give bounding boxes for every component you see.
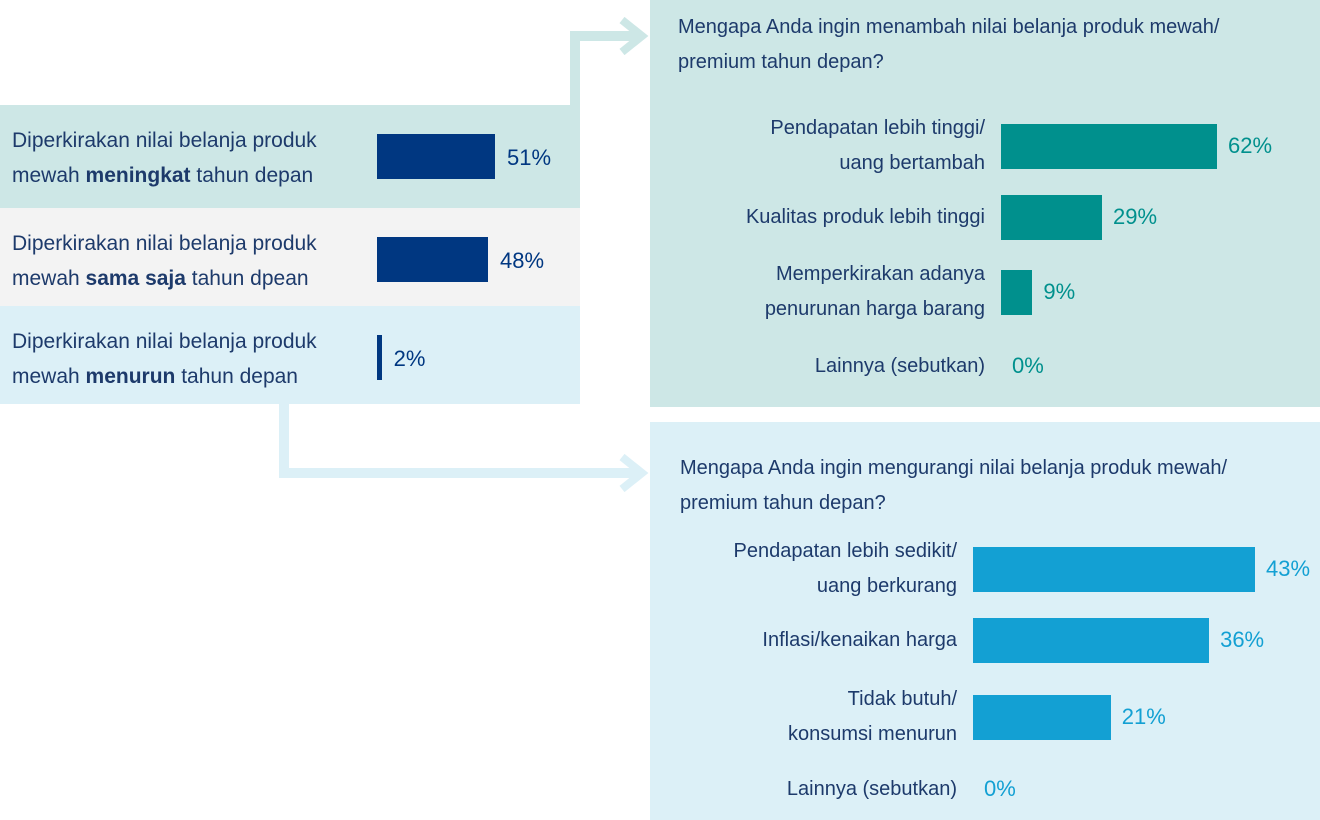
reason-label: Inflasi/kenaikan harga bbox=[762, 623, 957, 658]
reason-label-line: Inflasi/kenaikan harga bbox=[762, 628, 957, 651]
arrow-up-connector bbox=[570, 31, 640, 106]
summary-label-line-1: Diperkirakan nilai belanja produk bbox=[12, 232, 317, 255]
summary-row-label: Diperkirakan nilai belanja produk mewah s… bbox=[12, 226, 372, 296]
summary-row: Diperkirakan nilai belanja produk mewah m… bbox=[0, 105, 580, 208]
reason-label-line: Pendapatan lebih sedikit/ bbox=[733, 540, 958, 562]
summary-bar bbox=[377, 134, 495, 179]
reason-label: Pendapatan lebih tinggi/uang bertambah bbox=[770, 111, 985, 181]
reason-label-line: Lainnya (sebutkan) bbox=[814, 354, 985, 377]
reason-value-label: 0% bbox=[1012, 353, 1044, 378]
reason-label-line: uang berkurang bbox=[816, 575, 957, 597]
summary-value-label: 48% bbox=[500, 248, 545, 273]
reason-bar bbox=[1001, 270, 1033, 315]
increase-reasons-panel: Mengapa Anda ingin menambah nilai belanj… bbox=[650, 0, 1320, 407]
summary-label-emphasis: menurun bbox=[85, 365, 176, 388]
summary-row-label: Diperkirakan nilai belanja produk mewah m… bbox=[12, 324, 372, 394]
summary-label-line-1: Diperkirakan nilai belanja produk bbox=[12, 129, 317, 152]
reason-label-line: Pendapatan lebih tinggi/ bbox=[770, 117, 985, 139]
reason-label-line: uang bertambah bbox=[839, 152, 985, 174]
reason-value-label: 21% bbox=[1121, 704, 1166, 729]
summary-label-prefix: mewah bbox=[12, 267, 86, 290]
reason-label: Lainnya (sebutkan) bbox=[787, 772, 957, 807]
reason-label: Pendapatan lebih sedikit/uang berkurang bbox=[734, 534, 958, 604]
summary-value-label: 51% bbox=[507, 145, 552, 170]
summary-value-label: 2% bbox=[393, 346, 426, 371]
summary-label-line-2: mewah sama saja tahun dpean bbox=[12, 261, 372, 296]
reason-label-line: konsumsi menurun bbox=[788, 723, 957, 745]
arrow-down-head bbox=[619, 453, 649, 493]
reason-value-label: 29% bbox=[1113, 204, 1158, 229]
summary-label-suffix: tahun depan bbox=[190, 164, 314, 187]
summary-row: Diperkirakan nilai belanja produk mewah s… bbox=[0, 208, 580, 306]
reason-bar bbox=[973, 547, 1255, 592]
reason-value-label: 0% bbox=[984, 776, 1016, 801]
reason-value-label: 9% bbox=[1043, 279, 1076, 304]
decrease-title-line-1: Mengapa Anda ingin mengurangi nilai bela… bbox=[680, 457, 1228, 479]
reason-bar bbox=[1001, 124, 1217, 169]
increase-title-line-2: premium tahun depan? bbox=[678, 51, 884, 73]
reason-label-line: Tidak butuh/ bbox=[847, 688, 957, 710]
reason-label: Memperkirakan adanya penurunan harga bara… bbox=[765, 257, 985, 327]
summary-bar bbox=[377, 237, 489, 282]
reason-label-line: Memperkirakan adanya bbox=[776, 263, 985, 285]
summary-label-emphasis: sama saja bbox=[85, 267, 186, 290]
reason-value-label: 43% bbox=[1266, 556, 1311, 581]
reason-bar bbox=[1001, 195, 1103, 240]
reason-label-line: penurunan harga barang bbox=[764, 298, 985, 320]
arrow-up-head bbox=[619, 16, 649, 56]
summary-label-suffix: tahun dpean bbox=[185, 267, 309, 290]
summary-label-prefix: mewah bbox=[12, 365, 86, 388]
reason-label: Tidak butuh/konsumsi menurun bbox=[788, 682, 957, 752]
summary-label-suffix: tahun depan bbox=[175, 365, 298, 388]
increase-panel-title: Mengapa Anda ingin menambah nilai belanj… bbox=[678, 10, 1219, 80]
summary-label-prefix: mewah bbox=[12, 164, 86, 187]
summary-label-line-2: mewah meningkat tahun depan bbox=[12, 158, 372, 193]
reason-label: Kualitas produk lebih tinggi bbox=[746, 200, 985, 235]
reason-value-label: 36% bbox=[1220, 627, 1265, 652]
summary-label-line-2: mewah menurun tahun depan bbox=[12, 359, 372, 394]
summary-bar bbox=[377, 335, 382, 380]
reason-bar bbox=[973, 695, 1111, 740]
summary-row: Diperkirakan nilai belanja produk mewah m… bbox=[0, 306, 580, 404]
reason-bar bbox=[973, 618, 1210, 663]
reason-label-line: Lainnya (sebutkan) bbox=[786, 777, 957, 800]
increase-title-line-1: Mengapa Anda ingin menambah nilai belanj… bbox=[678, 16, 1220, 38]
summary-label-emphasis: meningkat bbox=[85, 164, 191, 187]
decrease-panel-title: Mengapa Anda ingin mengurangi nilai bela… bbox=[680, 451, 1227, 521]
summary-row-label: Diperkirakan nilai belanja produk mewah m… bbox=[12, 123, 372, 193]
summary-label-line-1: Diperkirakan nilai belanja produk bbox=[12, 330, 317, 353]
reason-label: Lainnya (sebutkan) bbox=[815, 349, 985, 384]
reason-value-label: 62% bbox=[1228, 133, 1273, 158]
decrease-title-line-2: premium tahun depan? bbox=[680, 492, 886, 514]
arrow-down-connector bbox=[279, 404, 640, 478]
decrease-reasons-panel: Mengapa Anda ingin mengurangi nilai bela… bbox=[650, 422, 1320, 820]
reason-label-line: Kualitas produk lebih tinggi bbox=[745, 205, 985, 228]
